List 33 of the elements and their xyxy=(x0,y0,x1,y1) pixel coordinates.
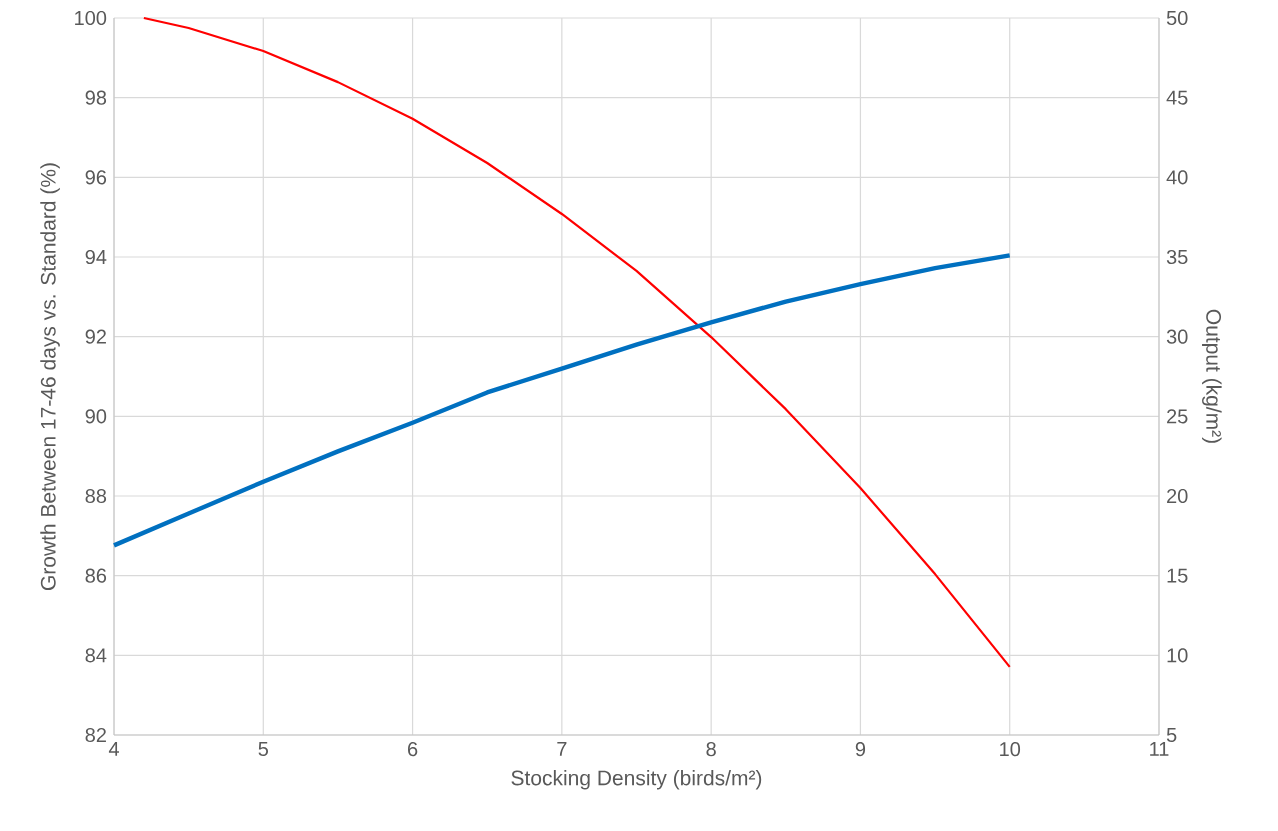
x-tick-label: 10 xyxy=(1000,742,1021,757)
line-series xyxy=(142,16,1011,668)
y-tick-label: 94 xyxy=(85,249,107,265)
y2-tick-label: 45 xyxy=(1166,90,1188,105)
y2-tick-label: 40 xyxy=(1166,170,1188,185)
x-tick-label: 6 xyxy=(408,742,418,757)
y-tick-label: 82 xyxy=(85,727,106,743)
y2-tick-label: 15 xyxy=(1167,568,1188,583)
y-tick-label: 90 xyxy=(85,409,107,424)
x-tick-label: 11 xyxy=(1150,742,1169,756)
y-tick-label: 98 xyxy=(85,90,107,105)
y-tick-label: 86 xyxy=(85,568,107,583)
y-tick-label: 92 xyxy=(85,329,106,344)
y-axis-title: Growth Between 17-46 days vs. Standard (%) xyxy=(40,163,60,591)
x-tick-label: 9 xyxy=(855,742,866,757)
y-tick-label: 96 xyxy=(85,170,107,185)
y2-tick-label: 50 xyxy=(1166,10,1188,26)
line-series xyxy=(111,253,1012,548)
y2-tick-label: 5 xyxy=(1166,728,1177,742)
y-tick-label: 88 xyxy=(85,488,107,504)
y2-tick-label: 25 xyxy=(1167,409,1188,424)
x-axis-title: Stocking Density (birds/m²) xyxy=(511,769,762,790)
x-tick-label: 5 xyxy=(258,742,269,757)
y2-tick-label: 10 xyxy=(1167,648,1188,663)
y2-tick-label: 20 xyxy=(1167,488,1188,504)
y2-tick-label: 35 xyxy=(1166,249,1188,265)
y2-axis-title: Output (kg/m²) xyxy=(1202,309,1222,443)
x-tick-label: 4 xyxy=(108,742,119,756)
y-tick-label: 84 xyxy=(85,648,107,663)
y-tick-label: 100 xyxy=(75,10,107,26)
x-tick-label: 8 xyxy=(706,742,716,757)
x-tick-label: 7 xyxy=(557,742,567,756)
y2-tick-label: 30 xyxy=(1166,329,1188,344)
